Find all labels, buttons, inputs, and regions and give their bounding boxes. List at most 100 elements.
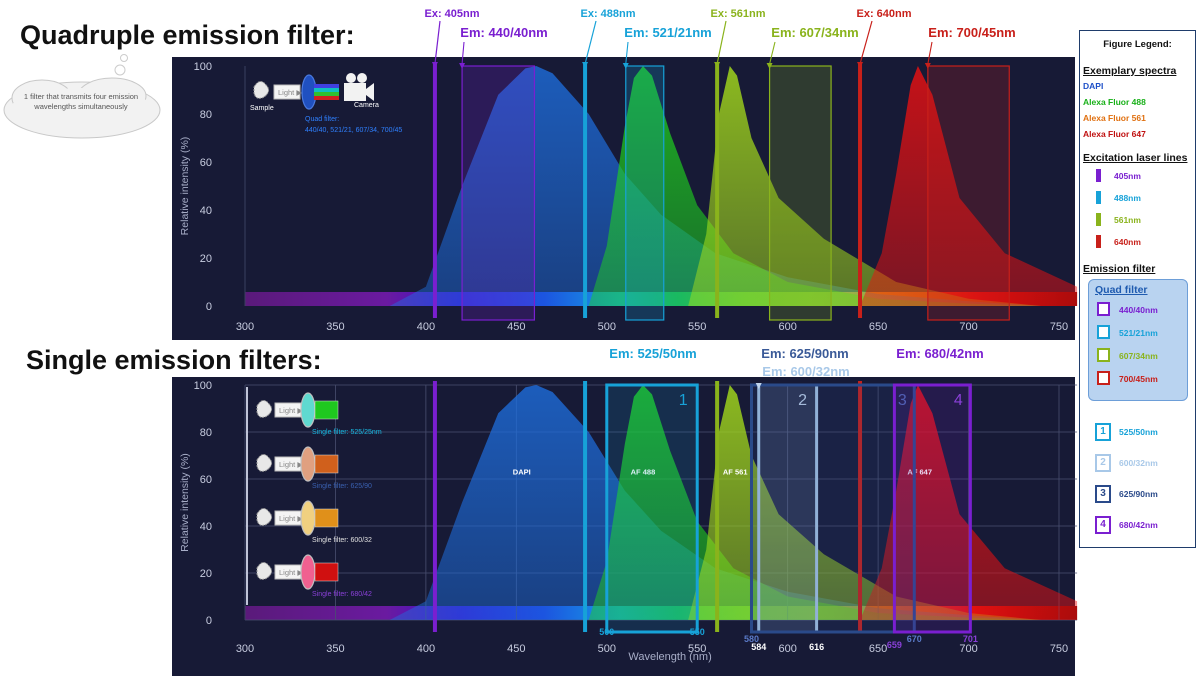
x-tick-label: 600 (778, 643, 796, 655)
quad-filter-label: Quad filter: (305, 116, 339, 123)
legend-quad-panel: Quad filter 440/40nm 521/21nm 607/34nm 700/… (1088, 279, 1188, 401)
y-tick-label: 80 (200, 427, 212, 439)
laser-line-488 (583, 381, 588, 632)
laser-line-640 (858, 62, 863, 318)
filter-lens-icon (300, 500, 316, 536)
legend-spectrum-item: DAPI (1083, 81, 1104, 91)
sample-label: Sample (250, 105, 274, 112)
light-label: Light ▶ (279, 568, 304, 577)
figure-legend: Figure Legend: Exemplary spectra Excitat… (1079, 30, 1196, 548)
filter-label: Em: 607/34nm (771, 25, 858, 40)
laser-arrow-405 (431, 62, 438, 68)
filter-edge-label: 500 (599, 627, 614, 637)
emission-filter-box-2 (625, 65, 665, 321)
x-tick-label: 600 (778, 321, 796, 333)
laser-label: Ex: 405nm (424, 8, 479, 20)
filter-arrow-icon (459, 63, 466, 69)
x-tick-label: 650 (869, 643, 887, 655)
filter-band (314, 508, 339, 528)
spectrum-af-561 (688, 385, 1041, 620)
y-tick-label: 20 (200, 568, 212, 580)
single-filter-diagram-label: Single filter: 525/25nm (312, 429, 382, 436)
x-tick-label: 550 (688, 643, 706, 655)
single-filter-chart: 300 350 400 450 500 550 600 650 700 750 0 20 40 60 80 1… (172, 377, 1078, 676)
filter-label: Em: 700/45nm (928, 25, 1015, 40)
sample-icon (253, 81, 270, 99)
filter-edge-label: 616 (809, 642, 824, 652)
single-filter-diagram-label: Single filter: 625/90 (312, 483, 372, 490)
spectrum-af-561 (688, 66, 1041, 306)
single-filter-number: 4 (954, 392, 963, 409)
legend-quad-item: 700/45nm (1119, 374, 1158, 384)
filter-lens-icon (300, 392, 316, 428)
x-tick-label: 550 (688, 321, 706, 333)
legend-quad-item: 440/40nm (1119, 305, 1158, 315)
filter-lens-icon (301, 74, 317, 110)
legend-laser-swatch (1096, 169, 1101, 182)
filter-band (314, 562, 339, 582)
camera-reel (357, 73, 367, 83)
spectrum-dapi (389, 385, 1041, 620)
laser-arrow-640 (857, 62, 864, 68)
single-filter-number: 2 (798, 392, 807, 409)
x-axis-label: Wavelength (nm) (628, 651, 711, 663)
filter-band (314, 454, 339, 474)
x-tick-label: 700 (959, 643, 977, 655)
filter-label: Em: 440/40nm (460, 25, 547, 40)
single-filter-diagram-label: Single filter: 600/32 (312, 537, 372, 544)
light-label: Light ▶ (279, 514, 304, 523)
spectrum-label: AF 647 (907, 467, 932, 476)
x-tick-label: 700 (959, 321, 977, 333)
spectrum-af-647 (860, 66, 1078, 306)
y-tick-label: 40 (200, 205, 212, 217)
filter-edge-label: 580 (744, 634, 759, 644)
single-filter-number: 1 (679, 392, 688, 409)
quad-band (314, 96, 339, 100)
emission-filter-box-3 (768, 65, 832, 321)
legend-single-item: 525/50nm (1119, 427, 1158, 437)
laser-line-561 (715, 62, 720, 318)
single-filter-number: 3 (898, 392, 907, 409)
quad-band (314, 88, 339, 92)
legend-laser-swatch (1096, 213, 1101, 226)
x-tick-label: 400 (417, 321, 435, 333)
x-tick-label: 350 (326, 321, 344, 333)
legend-quad-item: 521/21nm (1119, 328, 1158, 338)
thought-bubble-icon (3, 54, 161, 139)
legend-single-item: 625/90nm (1119, 489, 1158, 499)
filter-arrow-icon (755, 383, 762, 389)
legend-spectrum-item: Alexa Fluor 561 (1083, 113, 1146, 123)
legend-laser-item: 561nm (1114, 215, 1141, 225)
legend-laser-item: 488nm (1114, 193, 1141, 203)
filter-arrow-icon (924, 63, 931, 69)
filter-lens-icon (300, 446, 316, 482)
filter-band (314, 400, 339, 420)
y-tick-label: 20 (200, 253, 212, 265)
spectrum-af-488 (588, 66, 1041, 306)
thought-bubble-text: 1 filter that transmits four emission wa… (23, 92, 139, 111)
legend-single-item: 680/42nm (1119, 520, 1158, 530)
filter-edge-label: 701 (963, 634, 978, 644)
legend-single-number: 3 (1095, 485, 1111, 503)
legend-spectrum-item: Alexa Fluor 647 (1083, 129, 1146, 139)
legend-quad-item: 607/34nm (1119, 351, 1158, 361)
x-tick-label: 350 (326, 643, 344, 655)
legend-laser-item: 405nm (1114, 171, 1141, 181)
light-label: Light ▶ (279, 460, 304, 469)
single-section-title: Single emission filters: (26, 345, 322, 375)
legend-quad-swatch (1097, 302, 1110, 316)
light-label: Light ▶ (278, 88, 303, 97)
spectrum-label: AF 561 (723, 467, 748, 476)
legend-single-number: 2 (1095, 454, 1111, 472)
y-tick-label: 0 (206, 301, 212, 313)
y-axis-label: Relative intensity (%) (179, 453, 191, 552)
sample-icon (256, 400, 273, 418)
y-axis-label: Relative intensity (%) (179, 137, 191, 236)
laser-arrow-561 (714, 62, 721, 68)
filter-edge-label: 584 (751, 642, 766, 652)
y-tick-label: 100 (194, 61, 212, 73)
camera-reel (346, 73, 356, 83)
sample-icon (256, 508, 273, 526)
laser-line-640 (858, 381, 863, 632)
filter-arrow-icon (766, 63, 773, 69)
